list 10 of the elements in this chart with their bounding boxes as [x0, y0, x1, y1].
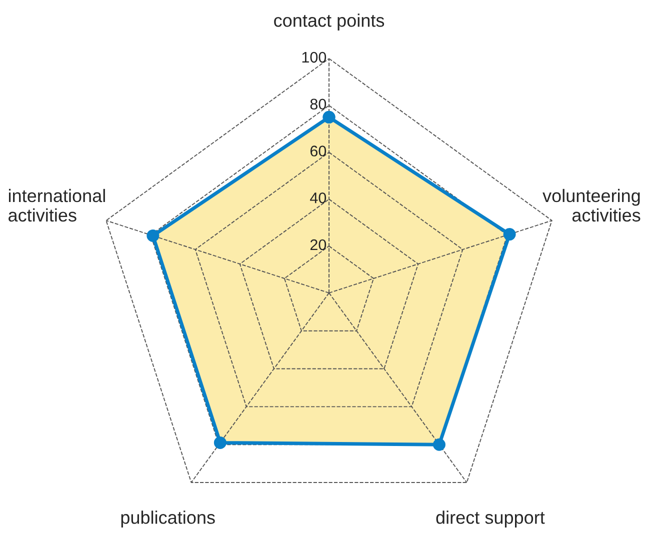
y-tick-label: 60 [310, 146, 326, 156]
y-tick-label: 20 [310, 239, 326, 250]
spoke-label: international activities [8, 188, 105, 222]
y-tick-label: 80 [310, 98, 326, 110]
spoke-label: publications [121, 510, 215, 528]
spoke-label: volunteering activities [542, 188, 640, 222]
spoke-label: contact points [274, 14, 384, 30]
spoke-label: direct support [436, 510, 545, 528]
y-tick-label: 40 [310, 192, 326, 204]
y-tick-label: 100 [302, 52, 326, 63]
